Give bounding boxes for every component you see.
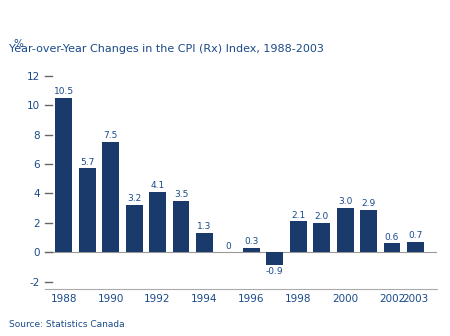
Bar <box>290 221 306 252</box>
Text: 0: 0 <box>225 242 231 251</box>
Bar <box>126 205 143 252</box>
Bar <box>55 98 72 252</box>
Text: 3.0: 3.0 <box>338 197 352 206</box>
Text: Source: Statistics Canada: Source: Statistics Canada <box>9 320 125 329</box>
Text: 2.9: 2.9 <box>361 199 376 208</box>
Bar <box>243 248 260 252</box>
Bar <box>79 168 96 252</box>
Bar <box>383 243 400 252</box>
Text: 10.5: 10.5 <box>54 87 74 96</box>
Bar <box>360 210 377 252</box>
Text: %: % <box>14 39 23 49</box>
Bar <box>196 233 213 252</box>
Text: 3.5: 3.5 <box>174 190 188 199</box>
Bar <box>407 242 424 252</box>
Text: 4.1: 4.1 <box>150 181 165 190</box>
Bar <box>313 223 330 252</box>
Text: 5.7: 5.7 <box>80 158 94 167</box>
Bar <box>102 142 119 252</box>
Text: 7.5: 7.5 <box>104 131 118 140</box>
Bar <box>149 192 166 252</box>
Text: 0.6: 0.6 <box>385 233 399 242</box>
Bar <box>266 252 283 265</box>
Text: 0.3: 0.3 <box>244 237 258 246</box>
Text: Year-over-Year Changes in the CPI (Rx) Index, 1988-2003: Year-over-Year Changes in the CPI (Rx) I… <box>9 44 324 54</box>
Text: 2.0: 2.0 <box>315 212 329 221</box>
Bar <box>337 208 354 252</box>
Text: 3.2: 3.2 <box>127 195 141 203</box>
Text: 0.7: 0.7 <box>408 231 423 240</box>
Text: -0.9: -0.9 <box>266 267 284 276</box>
Bar <box>172 201 189 252</box>
Text: Figure 14: Figure 14 <box>9 3 99 20</box>
Text: 2.1: 2.1 <box>291 211 305 220</box>
Text: 1.3: 1.3 <box>197 222 211 231</box>
